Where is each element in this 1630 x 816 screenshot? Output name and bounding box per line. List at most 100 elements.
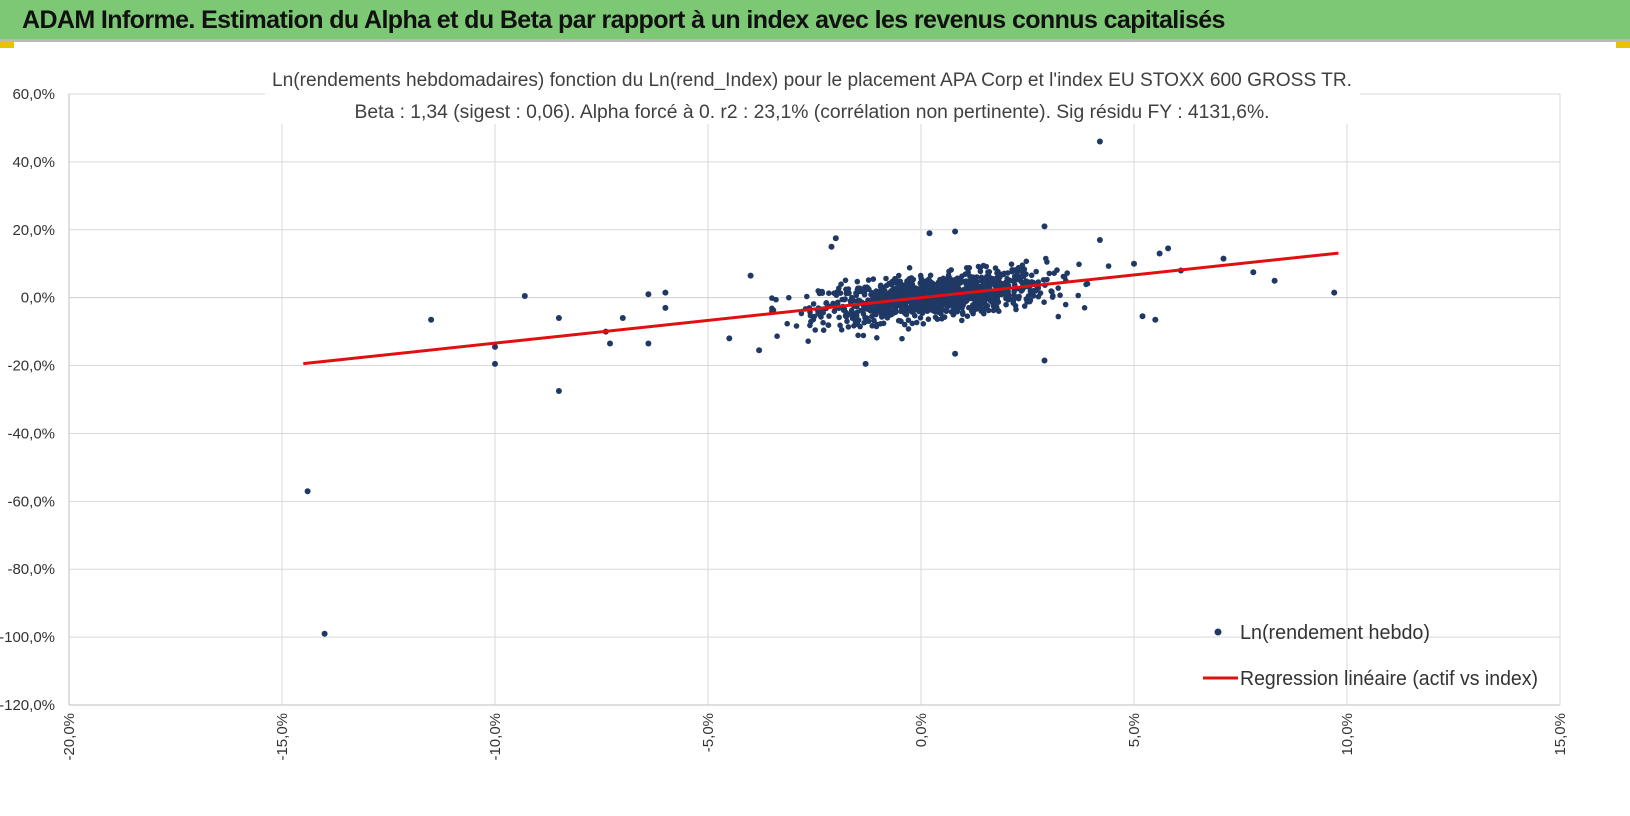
data-point — [879, 303, 885, 310]
data-point — [825, 322, 831, 328]
data-point — [851, 323, 857, 329]
data-point — [993, 275, 1000, 282]
data-point — [820, 327, 827, 334]
data-point — [1033, 268, 1039, 275]
data-point — [1083, 281, 1089, 288]
data-point — [943, 307, 950, 314]
data-point — [845, 324, 852, 330]
data-point — [304, 488, 311, 495]
data-point — [843, 290, 850, 297]
data-point — [909, 320, 916, 327]
data-point — [910, 302, 916, 308]
y-tick-label: -60,0% — [7, 493, 55, 510]
data-point — [952, 276, 958, 283]
data-point — [786, 294, 792, 301]
chart-title-line-1: Ln(rendements hebdomadaires) fonction du… — [272, 70, 1352, 91]
data-point — [966, 294, 972, 301]
data-point — [960, 293, 966, 300]
data-point — [872, 310, 878, 316]
data-point — [858, 307, 864, 314]
data-point — [1055, 313, 1062, 320]
data-point — [838, 327, 845, 333]
data-point — [903, 311, 910, 318]
data-point — [914, 290, 920, 296]
data-point — [842, 296, 848, 302]
data-point — [1007, 277, 1014, 284]
data-point — [1152, 316, 1159, 323]
data-point — [807, 322, 813, 329]
data-point — [964, 278, 971, 285]
data-point — [906, 307, 912, 313]
data-point — [855, 297, 862, 304]
data-point — [940, 296, 947, 303]
data-point — [927, 304, 933, 311]
data-point — [873, 290, 879, 297]
data-point — [896, 272, 902, 279]
data-point — [971, 278, 977, 285]
data-point — [886, 290, 893, 297]
data-point — [948, 267, 954, 273]
data-point — [1027, 297, 1034, 304]
data-point — [1023, 258, 1030, 265]
data-point — [950, 311, 957, 318]
data-point — [953, 297, 959, 304]
data-point — [973, 306, 979, 312]
data-point — [871, 317, 877, 324]
data-point — [964, 313, 971, 320]
data-point — [645, 291, 652, 298]
data-point — [1041, 357, 1048, 364]
data-point — [917, 286, 923, 293]
right-corner-marker — [1616, 42, 1630, 48]
data-point — [982, 297, 988, 304]
data-point — [842, 277, 849, 284]
data-point — [321, 630, 328, 637]
data-point — [555, 388, 562, 394]
data-point — [1028, 272, 1035, 279]
x-tick-label: -5,0% — [700, 713, 717, 752]
data-point — [1003, 301, 1009, 308]
data-point — [980, 291, 987, 298]
y-tick-label: 40,0% — [12, 154, 55, 171]
data-point — [913, 319, 920, 326]
data-point — [726, 335, 733, 342]
data-point — [1055, 285, 1061, 291]
data-point — [607, 340, 613, 347]
chart-title-line-2: Beta : 1,34 (sigest : 0,06). Alpha forcé… — [355, 102, 1270, 123]
data-point — [805, 338, 811, 345]
data-point — [1013, 276, 1020, 283]
data-point — [966, 304, 972, 311]
data-point — [862, 360, 869, 367]
data-point — [942, 278, 949, 285]
data-point — [1046, 270, 1053, 277]
data-point — [855, 317, 862, 324]
data-point — [1081, 305, 1088, 311]
data-point — [1009, 268, 1015, 275]
data-point — [895, 317, 902, 324]
data-point — [842, 313, 849, 319]
data-point — [836, 285, 842, 291]
data-point — [1015, 295, 1022, 302]
data-point — [1035, 279, 1042, 285]
data-point — [1250, 269, 1257, 276]
data-point — [899, 335, 905, 342]
data-point — [960, 311, 966, 318]
data-point — [952, 350, 959, 357]
data-point — [917, 280, 924, 287]
data-point — [857, 323, 863, 330]
data-point — [1271, 277, 1278, 284]
axes — [68, 94, 1560, 706]
data-point — [826, 290, 832, 296]
data-point — [877, 283, 884, 290]
data-point — [773, 296, 779, 303]
data-point — [897, 278, 903, 285]
x-tick-label: 0,0% — [913, 713, 930, 747]
data-point — [1139, 313, 1146, 320]
data-point — [645, 340, 652, 347]
x-tick-label: 15,0% — [1552, 713, 1569, 756]
data-point — [521, 293, 528, 299]
y-tick-label: -100,0% — [0, 629, 55, 646]
data-point — [1096, 138, 1103, 145]
data-point — [897, 288, 904, 295]
x-axis-ticks: -20,0% -15,0% -10,0% -5,0% 0,0% 5,0% 10,0% 15,0… — [61, 713, 1569, 761]
data-point — [977, 268, 984, 275]
